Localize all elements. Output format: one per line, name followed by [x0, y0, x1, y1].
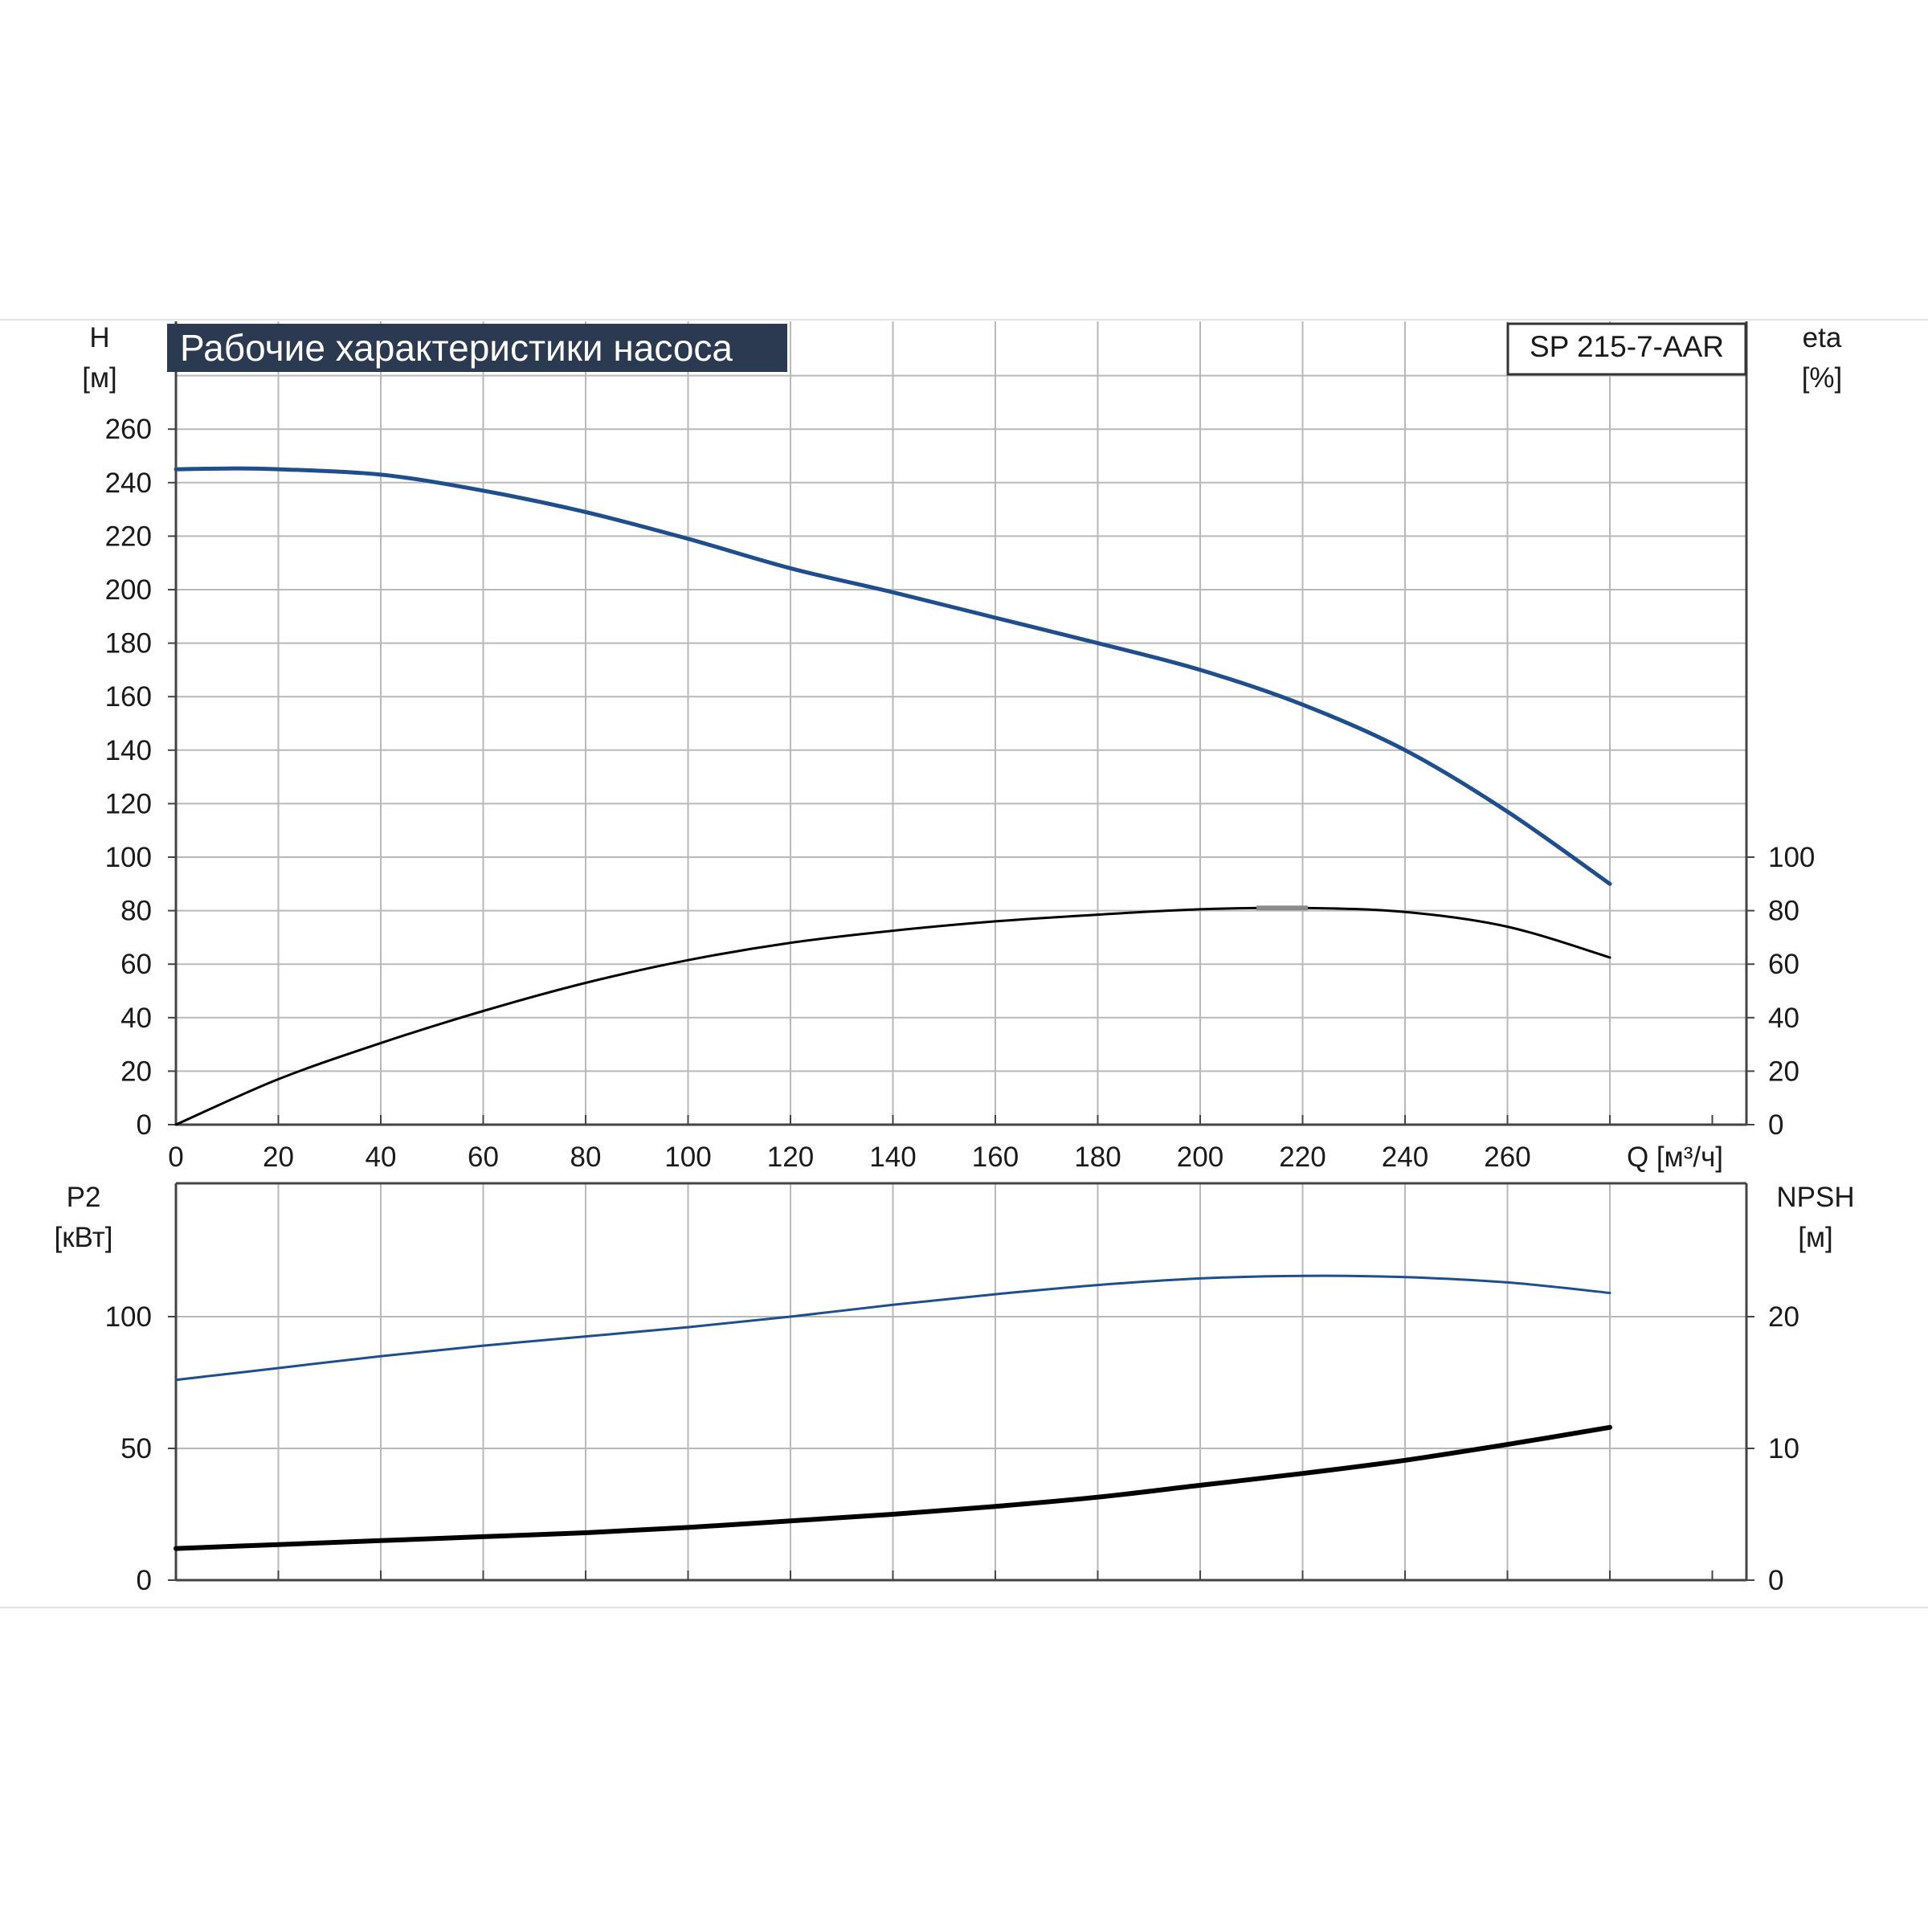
top-left-tick-label: 220	[105, 521, 152, 552]
bottom-right-tick-label: 0	[1768, 1565, 1783, 1596]
x-tick-label: 40	[366, 1142, 397, 1173]
top-right-tick-label: 0	[1768, 1109, 1783, 1141]
data-series	[174, 466, 1612, 1551]
top-left-tick-label: 100	[105, 842, 152, 873]
top-right-axis-title: eta	[1803, 322, 1842, 353]
top-right-tick-label: 60	[1768, 949, 1799, 980]
top-left-tick-label: 160	[105, 681, 152, 713]
top-left-tick-label: 80	[120, 896, 152, 927]
top-left-tick-label: 260	[105, 414, 152, 445]
bottom-left-axis-unit: [кВт]	[55, 1222, 113, 1253]
x-tick-label: 100	[664, 1142, 711, 1173]
chart-title-background	[167, 324, 787, 372]
top-right-axis-unit: [%]	[1802, 362, 1843, 394]
bottom-right-axis-unit: [м]	[1798, 1222, 1833, 1253]
bottom-series-0-line	[174, 1274, 1611, 1382]
top-left-tick-label: 120	[105, 788, 152, 819]
top-right-tick-label: 100	[1768, 842, 1815, 873]
x-tick-label: 200	[1177, 1142, 1223, 1173]
bottom-right-axis-title: NPSH	[1776, 1182, 1854, 1213]
x-tick-label: 240	[1382, 1142, 1428, 1173]
top-left-axis-title: H	[89, 322, 109, 353]
top-series-1-line	[174, 906, 1611, 1126]
top-left-tick-label: 60	[120, 949, 152, 980]
x-tick-label: 180	[1074, 1142, 1121, 1173]
top-left-tick-label: 140	[105, 735, 152, 766]
model-label: SP 215-7-AAR	[1530, 330, 1724, 363]
bottom-left-tick-label: 0	[137, 1565, 152, 1596]
x-tick-label: 80	[570, 1142, 602, 1173]
x-tick-label: 260	[1484, 1142, 1530, 1173]
bottom-left-tick-label: 100	[105, 1301, 152, 1333]
top-left-tick-label: 240	[105, 468, 152, 499]
chart-title: Рабочие характеристики насоса	[180, 327, 733, 369]
bottom-left-axis-title: P2	[67, 1182, 101, 1213]
top-right-tick-label: 20	[1768, 1056, 1799, 1087]
model-box	[1506, 322, 1747, 376]
axes: 0204060801001201401601802002202402600204…	[105, 321, 1815, 1596]
grid-lines	[176, 321, 1746, 1580]
bottom-right-tick-label: 20	[1768, 1301, 1799, 1333]
x-tick-label: 60	[468, 1142, 499, 1173]
x-tick-label: 160	[972, 1142, 1019, 1173]
bottom-series-1-line	[174, 1424, 1612, 1551]
x-axis-label: Q [м³/ч]	[1627, 1142, 1723, 1173]
top-left-tick-label: 40	[120, 1003, 152, 1034]
top-left-tick-label: 200	[105, 574, 152, 606]
top-left-tick-label: 0	[137, 1109, 152, 1141]
bottom-right-tick-label: 10	[1768, 1433, 1799, 1464]
x-tick-label: 140	[869, 1142, 916, 1173]
x-tick-label: 120	[767, 1142, 814, 1173]
bottom-left-tick-label: 50	[120, 1433, 152, 1464]
top-right-tick-label: 80	[1768, 896, 1799, 927]
top-left-tick-label: 20	[120, 1056, 152, 1087]
x-tick-label: 220	[1279, 1142, 1326, 1173]
top-right-tick-label: 40	[1768, 1003, 1799, 1034]
top-left-axis-unit: [м]	[82, 362, 117, 394]
chart-frame	[0, 319, 1928, 1608]
x-tick-label: 0	[168, 1142, 183, 1173]
chart-title-group: Рабочие характеристики насоса SP 215-7-A…	[167, 322, 1747, 376]
top-series-0-line	[174, 466, 1612, 886]
top-left-tick-label: 180	[105, 628, 152, 660]
x-tick-label: 20	[263, 1142, 294, 1173]
axis-labels: H [м] eta [%] Q [м³/ч] P2 [кВт] NPSH [м]	[55, 322, 1855, 1253]
